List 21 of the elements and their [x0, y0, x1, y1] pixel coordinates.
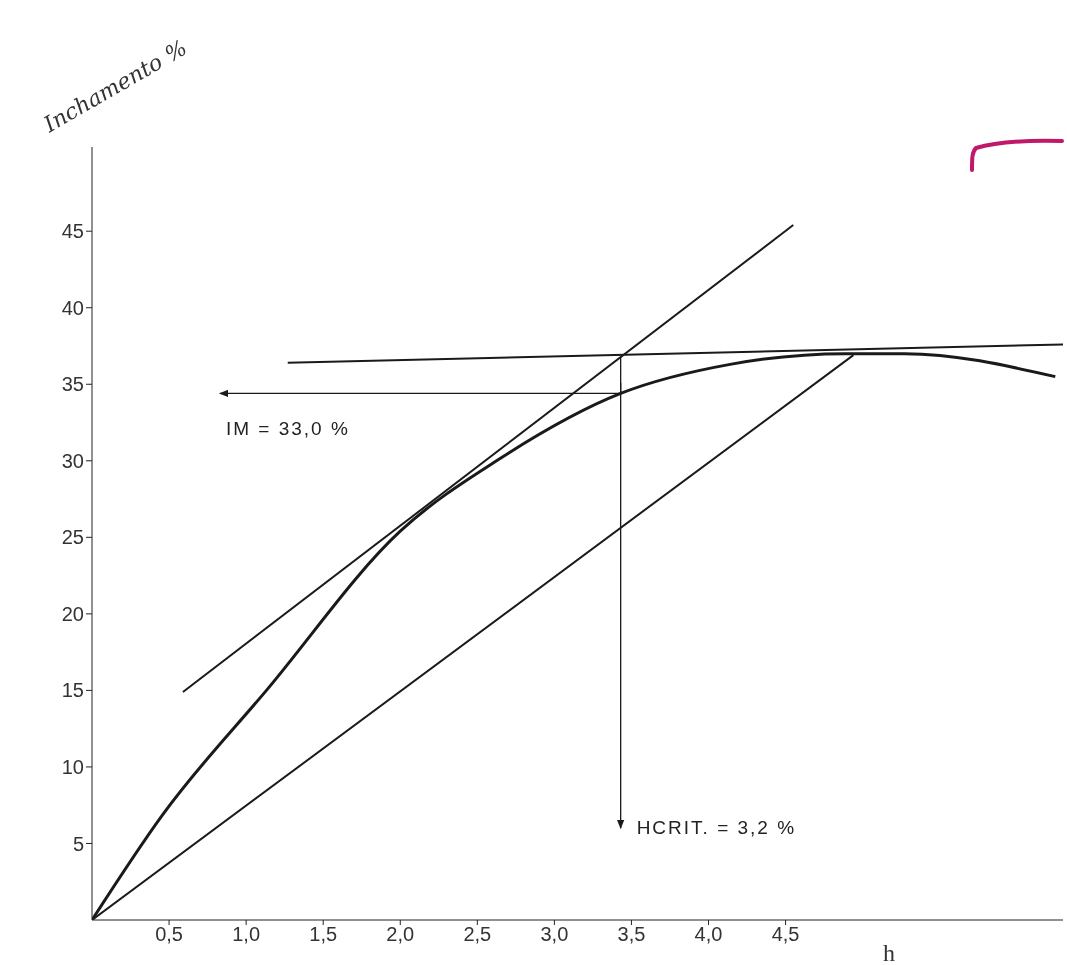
- y-tick-label: 25: [61, 526, 84, 549]
- x-tick-label: 3,5: [617, 923, 646, 946]
- y-tick-label: 45: [61, 220, 84, 243]
- x-tick-label: 0,5: [155, 923, 183, 946]
- y-tick-label: 30: [61, 449, 84, 472]
- x-tick-label: 1,0: [232, 923, 261, 946]
- x-tick-label: 1,5: [309, 923, 338, 946]
- x-tick-label: 3,0: [540, 923, 569, 946]
- y-tick-label: 20: [61, 602, 84, 625]
- x-tick-label: 4,5: [771, 923, 800, 946]
- y-tick-label: 15: [61, 679, 84, 702]
- annotation: HCRIT. = 3,2 %: [636, 817, 797, 839]
- x-tick-label: 2,5: [463, 923, 492, 946]
- x-axis-title: h: [883, 940, 895, 965]
- y-tick-label: 35: [61, 373, 84, 396]
- annotation: IM = 33,0 %: [225, 418, 350, 440]
- y-tick-label: 10: [61, 756, 84, 779]
- x-tick-label: 4,0: [694, 923, 723, 946]
- y-tick-label: 40: [61, 296, 84, 319]
- y-tick-label: 5: [72, 832, 84, 855]
- x-tick-label: 2,0: [386, 923, 415, 946]
